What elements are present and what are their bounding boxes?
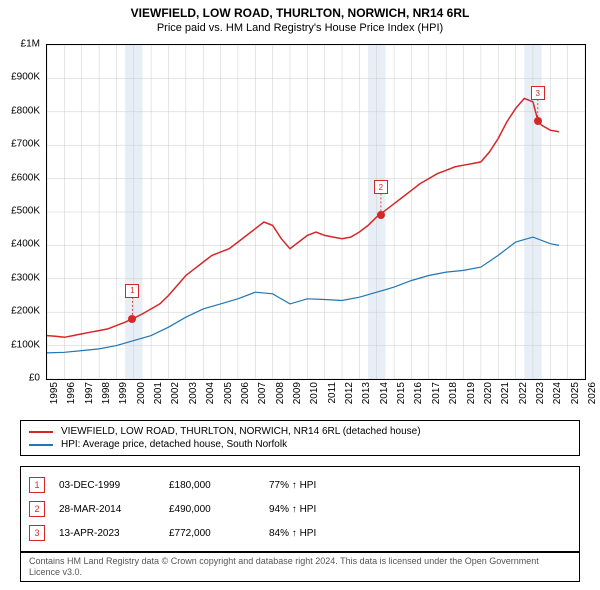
x-tick-label: 2005 xyxy=(223,382,234,404)
chart-title: VIEWFIELD, LOW ROAD, THURLTON, NORWICH, … xyxy=(0,0,600,20)
legend-item: VIEWFIELD, LOW ROAD, THURLTON, NORWICH, … xyxy=(29,425,571,438)
y-tick-label: £300K xyxy=(11,272,40,283)
y-axis-labels: £0£100K£200K£300K£400K£500K£600K£700K£80… xyxy=(0,44,44,380)
x-tick-label: 2010 xyxy=(309,382,320,404)
event-price: £180,000 xyxy=(169,480,269,491)
x-tick-label: 2002 xyxy=(170,382,181,404)
x-tick-label: 1996 xyxy=(66,382,77,404)
x-tick-label: 2022 xyxy=(518,382,529,404)
event-pct: 77% ↑ HPI xyxy=(269,480,329,491)
event-row: 1 03-DEC-1999£180,00077% ↑ HPI xyxy=(29,473,571,497)
event-price: £772,000 xyxy=(169,528,269,539)
x-tick-label: 2026 xyxy=(587,382,598,404)
event-marker-box: 1 xyxy=(125,284,139,298)
legend-swatch xyxy=(29,444,53,446)
x-tick-label: 2014 xyxy=(379,382,390,404)
legend-label: VIEWFIELD, LOW ROAD, THURLTON, NORWICH, … xyxy=(61,426,421,437)
x-tick-label: 2025 xyxy=(570,382,581,404)
x-tick-label: 1998 xyxy=(101,382,112,404)
x-tick-label: 2021 xyxy=(500,382,511,404)
legend: VIEWFIELD, LOW ROAD, THURLTON, NORWICH, … xyxy=(20,420,580,456)
chart-subtitle: Price paid vs. HM Land Registry's House … xyxy=(0,20,600,38)
y-tick-label: £200K xyxy=(11,306,40,317)
x-tick-label: 2011 xyxy=(327,382,338,404)
y-tick-label: £900K xyxy=(11,72,40,83)
x-tick-label: 2004 xyxy=(205,382,216,404)
y-tick-label: £600K xyxy=(11,172,40,183)
event-row: 2 28-MAR-2014£490,00094% ↑ HPI xyxy=(29,497,571,521)
x-tick-label: 2024 xyxy=(552,382,563,404)
event-number-badge: 3 xyxy=(29,525,45,541)
event-pct: 94% ↑ HPI xyxy=(269,504,329,515)
x-tick-label: 1999 xyxy=(118,382,129,404)
chart-container: VIEWFIELD, LOW ROAD, THURLTON, NORWICH, … xyxy=(0,0,600,590)
x-tick-label: 2012 xyxy=(344,382,355,404)
x-tick-label: 2006 xyxy=(240,382,251,404)
chart-svg xyxy=(47,45,585,379)
y-tick-label: £100K xyxy=(11,339,40,350)
event-date: 28-MAR-2014 xyxy=(59,504,169,515)
event-date: 13-APR-2023 xyxy=(59,528,169,539)
y-tick-label: £700K xyxy=(11,139,40,150)
event-number-badge: 1 xyxy=(29,477,45,493)
event-marker-dot xyxy=(377,211,385,219)
x-axis-labels: 1995 1996 1997 1998 1999 2000 2001 2002 2003 2004… xyxy=(46,382,586,422)
chart-plot-area: 1 2 3 xyxy=(46,44,586,380)
x-tick-label: 1995 xyxy=(49,382,60,404)
x-tick-label: 2018 xyxy=(448,382,459,404)
x-tick-label: 1997 xyxy=(84,382,95,404)
x-tick-label: 2019 xyxy=(466,382,477,404)
legend-item: HPI: Average price, detached house, Sout… xyxy=(29,438,571,451)
y-tick-label: £0 xyxy=(29,373,40,384)
y-tick-label: £500K xyxy=(11,206,40,217)
y-tick-label: £1M xyxy=(21,39,40,50)
event-marker-box: 3 xyxy=(531,86,545,100)
event-marker-dot xyxy=(128,315,136,323)
x-tick-label: 2000 xyxy=(136,382,147,404)
event-number-badge: 2 xyxy=(29,501,45,517)
events-table: 1 03-DEC-1999£180,00077% ↑ HPI 2 28-MAR-201… xyxy=(20,466,580,552)
x-tick-label: 2013 xyxy=(361,382,372,404)
x-tick-label: 2003 xyxy=(188,382,199,404)
event-price: £490,000 xyxy=(169,504,269,515)
event-marker-box: 2 xyxy=(374,180,388,194)
x-tick-label: 2023 xyxy=(535,382,546,404)
x-tick-label: 2007 xyxy=(257,382,268,404)
x-tick-label: 2008 xyxy=(275,382,286,404)
x-tick-label: 2009 xyxy=(292,382,303,404)
legend-label: HPI: Average price, detached house, Sout… xyxy=(61,439,287,450)
y-tick-label: £400K xyxy=(11,239,40,250)
y-tick-label: £800K xyxy=(11,105,40,116)
x-tick-label: 2001 xyxy=(153,382,164,404)
footer-attribution: Contains HM Land Registry data © Crown c… xyxy=(20,552,580,582)
x-tick-label: 2015 xyxy=(396,382,407,404)
event-pct: 84% ↑ HPI xyxy=(269,528,329,539)
event-row: 3 13-APR-2023£772,00084% ↑ HPI xyxy=(29,521,571,545)
event-marker-dot xyxy=(534,117,542,125)
x-tick-label: 2016 xyxy=(413,382,424,404)
x-tick-label: 2020 xyxy=(483,382,494,404)
legend-swatch xyxy=(29,431,53,433)
event-date: 03-DEC-1999 xyxy=(59,480,169,491)
x-tick-label: 2017 xyxy=(431,382,442,404)
